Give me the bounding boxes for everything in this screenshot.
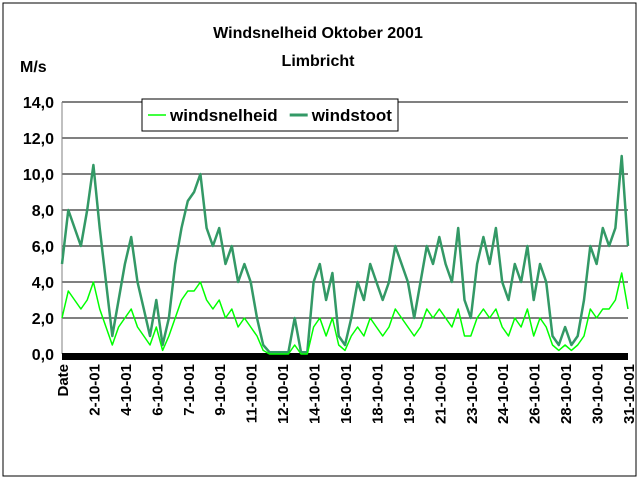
y-tick-label: 12,0: [23, 131, 54, 148]
y-tick-label: 10,0: [23, 167, 54, 184]
x-tick-label: 21-10-01: [432, 364, 449, 424]
x-tick-label: 16-10-01: [338, 364, 355, 424]
y-axis-label: M/s: [20, 59, 47, 76]
x-tick-label: Date: [55, 364, 72, 397]
x-tick-label: 9-10-01: [212, 364, 229, 416]
legend-label: windstoot: [311, 106, 393, 125]
x-tick-label: 4-10-01: [118, 364, 135, 416]
x-axis-band: [62, 353, 628, 360]
x-tick-label: 23-10-01: [464, 364, 481, 424]
y-tick-label: 14,0: [23, 95, 54, 112]
x-tick-label: 19-10-01: [401, 364, 418, 424]
x-tick-label: 30-10-01: [590, 364, 607, 424]
y-tick-label: 8,0: [32, 203, 54, 220]
x-tick-label: 12-10-01: [275, 364, 292, 424]
y-tick-label: 4,0: [32, 275, 54, 292]
chart-subtitle: Limbricht: [282, 53, 356, 70]
y-tick-label: 6,0: [32, 239, 54, 256]
x-tick-label: 18-10-01: [369, 364, 386, 424]
y-tick-label: 2,0: [32, 311, 54, 328]
legend-box: [141, 98, 399, 132]
x-tick-label: 26-10-01: [527, 364, 544, 424]
x-tick-label: 14-10-01: [307, 364, 324, 424]
x-tick-label: 31-10-01: [621, 364, 638, 424]
series-line: [61, 272, 629, 355]
legend-label: windsnelheid: [169, 106, 278, 125]
x-tick-label: 28-10-01: [558, 364, 575, 424]
chart-title: Windsnelheid Oktober 2001: [213, 25, 423, 42]
x-tick-label: 24-10-01: [495, 364, 512, 424]
x-tick-label: 7-10-01: [181, 364, 198, 416]
x-tick-label: 6-10-01: [149, 364, 166, 416]
x-tick-label: 11-10-01: [244, 364, 261, 423]
series-line: [60, 154, 630, 354]
x-tick-label: 2-10-01: [86, 364, 103, 416]
y-tick-label: 0,0: [32, 347, 54, 364]
